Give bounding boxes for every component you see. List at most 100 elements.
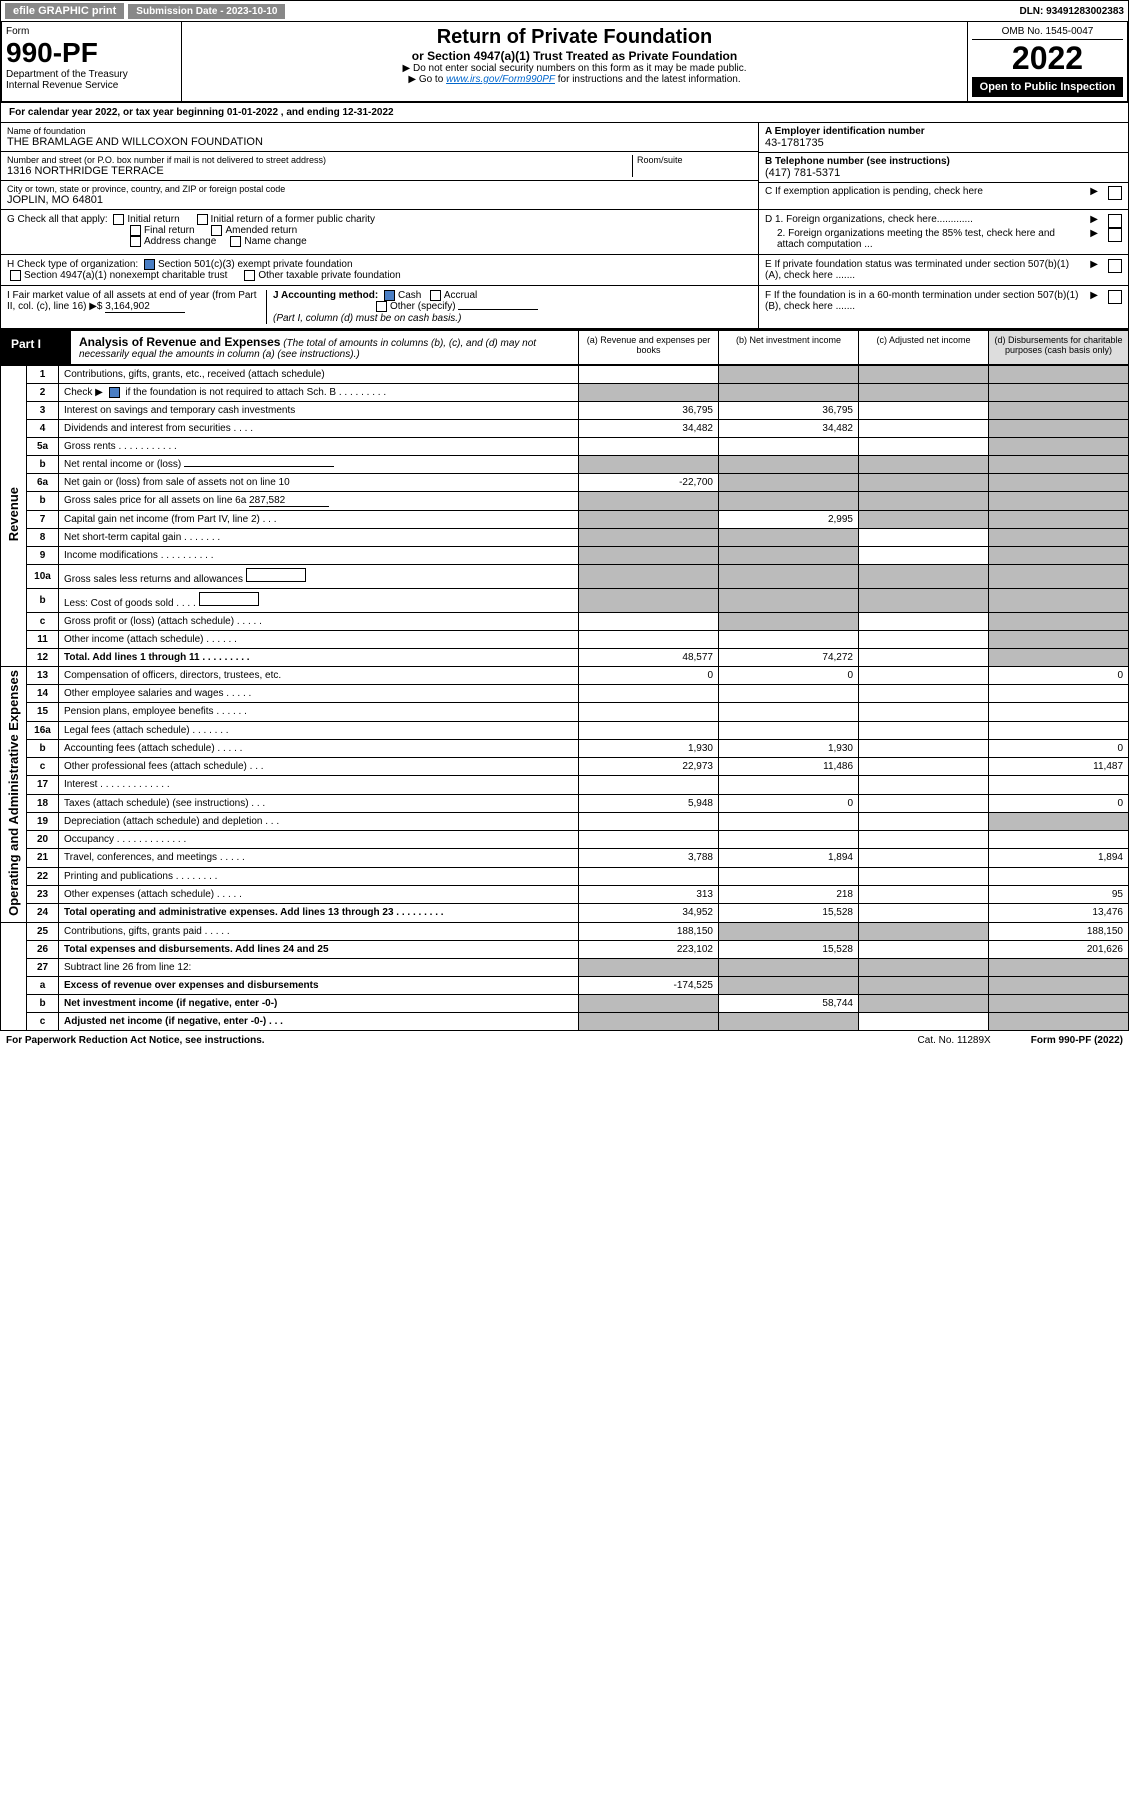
r23-b: 218 (719, 885, 859, 903)
r13-b: 0 (719, 666, 859, 684)
room-label: Room/suite (637, 155, 752, 165)
line18: Taxes (attach schedule) (see instruction… (64, 798, 249, 809)
e-label: E If private foundation status was termi… (765, 259, 1084, 281)
h-a1: Section 4947(a)(1) nonexempt charitable … (24, 270, 227, 281)
r18-b: 0 (719, 794, 859, 812)
cb-501c3[interactable] (144, 259, 155, 270)
cb-amended[interactable] (211, 225, 222, 236)
part1-label: Part I (1, 331, 71, 364)
irs-label: Internal Revenue Service (6, 80, 177, 91)
r16b-b: 1,930 (719, 739, 859, 757)
form-footer: Form 990-PF (2022) (1031, 1035, 1123, 1046)
g-initial-former: Initial return of a former public charit… (211, 214, 376, 225)
cb-addr-change[interactable] (130, 236, 141, 247)
foundation-name: THE BRAMLAGE AND WILLCOXON FOUNDATION (7, 136, 752, 148)
g-initial: Initial return (127, 214, 179, 225)
line15: Pension plans, employee benefits (64, 706, 214, 717)
tax-year: 2022 (972, 40, 1123, 77)
c-checkbox[interactable] (1108, 186, 1122, 200)
g-amended: Amended return (225, 225, 297, 236)
col-b-header: (b) Net investment income (718, 331, 858, 364)
irs-link[interactable]: www.irs.gov/Form990PF (446, 74, 555, 85)
r25-a: 188,150 (579, 922, 719, 940)
revenue-label: Revenue (6, 487, 21, 541)
line1: Contributions, gifts, grants, etc., rece… (59, 365, 579, 383)
street-address: 1316 NORTHRIDGE TERRACE (7, 165, 632, 177)
cb-j-other[interactable] (376, 301, 387, 312)
r26-b: 15,528 (719, 940, 859, 958)
cb-initial[interactable] (113, 214, 124, 225)
phone-label: B Telephone number (see instructions) (765, 156, 1122, 167)
h-c3: Section 501(c)(3) exempt private foundat… (158, 259, 353, 270)
efile-print-btn[interactable]: efile GRAPHIC print (5, 3, 124, 19)
line11: Other income (attach schedule) (64, 634, 204, 645)
r24-b: 15,528 (719, 904, 859, 922)
r18-d: 0 (989, 794, 1129, 812)
line16b: Accounting fees (attach schedule) (64, 743, 215, 754)
r12-b: 74,272 (719, 648, 859, 666)
header-center: Return of Private Foundation or Section … (182, 22, 967, 101)
line25: Contributions, gifts, grants paid (64, 926, 202, 937)
omb-number: OMB No. 1545-0047 (972, 26, 1123, 40)
r25-d: 188,150 (989, 922, 1129, 940)
line20: Occupancy (64, 834, 114, 845)
cb-other-taxable[interactable] (244, 270, 255, 281)
d2-checkbox[interactable] (1108, 228, 1122, 242)
r21-d: 1,894 (989, 849, 1129, 867)
r4-a: 34,482 (579, 419, 719, 437)
line6b-val: 287,582 (249, 495, 329, 507)
j-accrual: Accrual (444, 290, 477, 301)
header-left: Form 990-PF Department of the Treasury I… (2, 22, 182, 101)
cb-4947[interactable] (10, 270, 21, 281)
form-number: 990-PF (6, 37, 177, 69)
h-other: Other taxable private foundation (258, 270, 400, 281)
f-checkbox[interactable] (1108, 290, 1122, 304)
d2-label: 2. Foreign organizations meeting the 85%… (777, 228, 1084, 250)
line10a: Gross sales less returns and allowances (64, 574, 243, 585)
r13-a: 0 (579, 666, 719, 684)
g-final: Final return (144, 225, 195, 236)
submission-date: Submission Date - 2023-10-10 (128, 4, 285, 19)
line10b: Less: Cost of goods sold (64, 598, 174, 609)
cb-final[interactable] (130, 225, 141, 236)
cb-name-change[interactable] (230, 236, 241, 247)
cb-cash[interactable] (384, 290, 395, 301)
d1-checkbox[interactable] (1108, 214, 1122, 228)
cb-accrual[interactable] (430, 290, 441, 301)
line10c: Gross profit or (loss) (attach schedule) (64, 616, 234, 627)
r13-d: 0 (989, 666, 1129, 684)
line26: Total expenses and disbursements. Add li… (59, 940, 579, 958)
line4: Dividends and interest from securities (64, 423, 231, 434)
line24: Total operating and administrative expen… (64, 907, 394, 918)
r16c-b: 11,486 (719, 758, 859, 776)
cb-schb[interactable] (109, 387, 120, 398)
line27b: Net investment income (if negative, ente… (64, 998, 277, 1009)
line5a: Gross rents (64, 441, 116, 452)
g-addr-change: Address change (144, 236, 216, 247)
j-label: J Accounting method: (273, 290, 378, 301)
line9: Income modifications (64, 550, 158, 561)
e-checkbox[interactable] (1108, 259, 1122, 273)
pra-notice: For Paperwork Reduction Act Notice, see … (6, 1035, 265, 1046)
j-cash: Cash (398, 290, 421, 301)
line13: Compensation of officers, directors, tru… (59, 666, 579, 684)
j-other: Other (specify) (390, 302, 456, 313)
r23-d: 95 (989, 885, 1129, 903)
open-inspection: Open to Public Inspection (972, 77, 1123, 97)
r27a-a: -174,525 (579, 976, 719, 994)
line8: Net short-term capital gain (64, 532, 181, 543)
r4-b: 34,482 (719, 419, 859, 437)
col-c-header: (c) Adjusted net income (858, 331, 988, 364)
cb-initial-former[interactable] (197, 214, 208, 225)
part1-table: Revenue 1Contributions, gifts, grants, e… (0, 365, 1129, 1031)
r21-b: 1,894 (719, 849, 859, 867)
c-label: C If exemption application is pending, c… (765, 186, 1084, 197)
j-note: (Part I, column (d) must be on cash basi… (273, 313, 752, 324)
r3-b: 36,795 (719, 401, 859, 419)
line6a: Net gain or (loss) from sale of assets n… (59, 473, 579, 491)
dept-treasury: Department of the Treasury (6, 69, 177, 80)
r16b-a: 1,930 (579, 739, 719, 757)
line27a: Excess of revenue over expenses and disb… (59, 976, 579, 994)
form-subtitle: or Section 4947(a)(1) Trust Treated as P… (186, 49, 963, 63)
r26-a: 223,102 (579, 940, 719, 958)
